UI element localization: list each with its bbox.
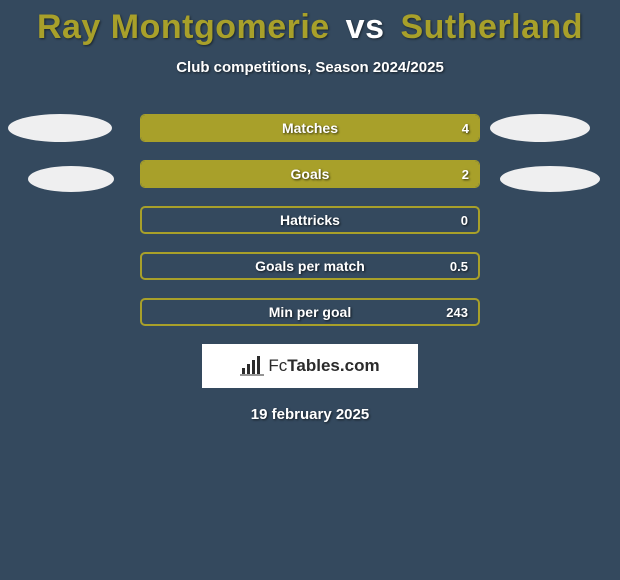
brand-prefix: Fc	[268, 356, 287, 375]
subtitle: Club competitions, Season 2024/2025	[0, 59, 620, 76]
stat-label: Matches	[141, 115, 479, 141]
decorative-ellipse	[28, 166, 114, 192]
player2-name: Sutherland	[400, 8, 583, 46]
decorative-ellipse	[8, 114, 112, 142]
brand-box: FcTables.com	[202, 344, 418, 388]
bar-chart-icon	[240, 356, 264, 376]
decorative-ellipse	[500, 166, 600, 192]
brand-text: FcTables.com	[268, 356, 379, 376]
player1-name: Ray Montgomerie	[37, 8, 330, 46]
stat-value: 243	[446, 300, 468, 324]
stat-label: Goals	[141, 161, 479, 187]
stat-row: Goals per match0.5	[140, 252, 480, 280]
stat-row: Goals2	[140, 160, 480, 188]
comparison-title: Ray Montgomerie vs Sutherland	[0, 0, 620, 47]
stat-label: Min per goal	[142, 300, 478, 324]
stat-row: Min per goal243	[140, 298, 480, 326]
brand-main: Tables.com	[287, 356, 379, 375]
chart-area: Matches4Goals2Hattricks0Goals per match0…	[0, 114, 620, 423]
stat-label: Goals per match	[142, 254, 478, 278]
stat-row: Matches4	[140, 114, 480, 142]
decorative-ellipse	[490, 114, 590, 142]
stat-label: Hattricks	[142, 208, 478, 232]
stat-value: 4	[462, 115, 469, 141]
stat-value: 0	[461, 208, 468, 232]
stat-row: Hattricks0	[140, 206, 480, 234]
vs-text: vs	[346, 8, 385, 46]
stat-value: 2	[462, 161, 469, 187]
date-line: 19 february 2025	[0, 406, 620, 423]
stat-value: 0.5	[450, 254, 468, 278]
